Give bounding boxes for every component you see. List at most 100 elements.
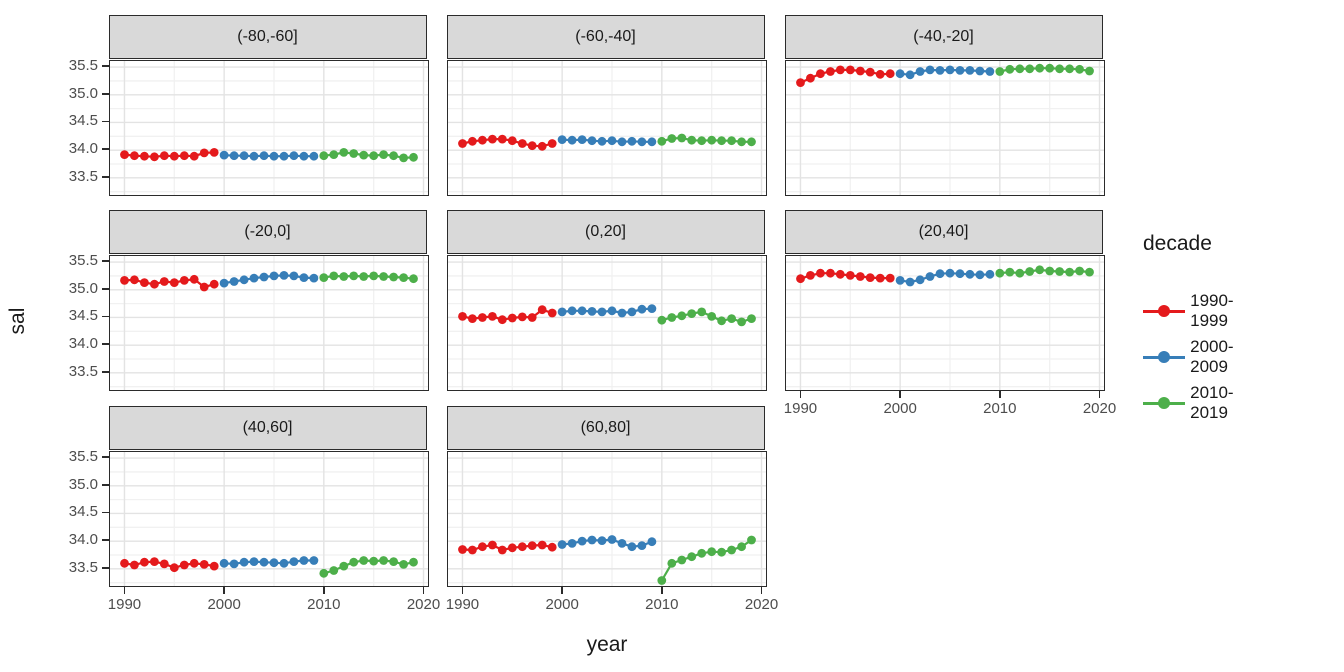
legend-entry-label: 1990-1999 — [1190, 291, 1234, 330]
data-point — [119, 276, 129, 285]
data-point — [805, 73, 815, 83]
data-point — [289, 557, 298, 566]
data-point — [338, 148, 348, 157]
data-point — [746, 137, 756, 147]
data-point — [1004, 267, 1014, 277]
data-point — [676, 311, 686, 321]
data-point — [259, 557, 268, 567]
facet-strip-label: (-20,0] — [244, 222, 291, 240]
data-point — [1034, 265, 1044, 275]
data-point — [617, 137, 626, 147]
data-point — [487, 312, 497, 321]
data-point — [199, 560, 209, 569]
facet-strip-label: (-60,-40] — [575, 27, 636, 45]
data-point — [597, 307, 606, 317]
y-tick-label: 35.5 — [68, 448, 98, 466]
facet-strip-label: (20,40] — [918, 222, 969, 240]
data-point — [905, 277, 914, 287]
data-point — [457, 312, 467, 321]
data-point — [607, 535, 616, 544]
y-tick-label: 34.0 — [68, 531, 98, 549]
data-point — [457, 545, 467, 554]
data-point — [647, 304, 656, 313]
data-point — [507, 313, 517, 323]
data-point — [239, 275, 249, 285]
data-point — [746, 314, 756, 323]
y-tick-mark — [101, 484, 109, 486]
legend-entry: 2010-2019 — [1143, 383, 1246, 422]
data-point — [408, 152, 418, 162]
y-tick-label: 33.5 — [68, 558, 98, 576]
facet-strip: (-20,0] — [108, 210, 427, 254]
y-tick-label: 33.5 — [68, 362, 98, 380]
data-point — [388, 151, 398, 161]
series-line — [561, 307, 652, 315]
y-tick-label: 34.5 — [68, 307, 98, 325]
data-point — [259, 151, 268, 161]
facet-panel — [784, 255, 1105, 391]
data-point — [577, 536, 586, 546]
data-point — [388, 272, 398, 282]
data-point — [965, 269, 974, 279]
x-tick-mark — [561, 586, 563, 594]
data-point — [189, 151, 199, 161]
data-point — [885, 273, 895, 283]
data-point — [398, 273, 408, 282]
series-line — [661, 310, 752, 324]
data-point — [795, 274, 805, 284]
series-line — [223, 154, 314, 158]
data-point — [637, 541, 646, 550]
data-point — [607, 306, 616, 316]
y-tick-label: 35.0 — [68, 84, 98, 102]
data-point — [985, 269, 994, 279]
facet-strip: (0,20] — [446, 210, 765, 254]
data-point — [736, 137, 746, 147]
data-point — [279, 151, 288, 161]
data-point — [845, 271, 855, 280]
x-tick-label: 1990 — [445, 596, 480, 613]
facet-strip-label: (0,20] — [585, 222, 626, 240]
data-point — [229, 559, 238, 569]
data-point — [527, 141, 537, 151]
data-point — [358, 150, 368, 160]
data-point — [358, 556, 368, 565]
x-tick-label: 1990 — [107, 596, 142, 613]
data-point — [825, 268, 835, 278]
data-point — [318, 151, 328, 161]
data-point — [328, 566, 338, 575]
y-tick-label: 34.5 — [68, 503, 98, 521]
series-line — [123, 151, 214, 158]
data-point — [537, 540, 547, 550]
legend-dot-icon — [1158, 350, 1170, 363]
data-point — [1064, 267, 1074, 277]
data-point — [716, 316, 726, 326]
data-point — [467, 314, 477, 323]
data-point — [328, 271, 338, 281]
data-point — [209, 561, 219, 571]
data-point — [647, 137, 656, 147]
x-tick-label: 2010 — [645, 596, 679, 613]
data-point — [219, 278, 228, 288]
x-tick-mark — [799, 390, 802, 398]
facet-panel — [108, 451, 429, 587]
series-line — [899, 68, 990, 76]
facet-panel — [446, 60, 767, 196]
facet-strip: (-80,-60] — [108, 15, 427, 59]
y-tick-mark — [101, 315, 109, 318]
series-line — [561, 138, 652, 143]
data-point — [716, 547, 726, 557]
facet-strip: (60,80] — [446, 406, 765, 450]
data-point — [517, 139, 527, 148]
series-line — [123, 278, 214, 289]
y-tick-label: 35.5 — [68, 252, 98, 270]
data-point — [328, 150, 338, 159]
data-point — [955, 66, 964, 75]
data-point — [835, 269, 845, 279]
x-tick-label: 2010 — [983, 400, 1017, 417]
data-point — [378, 556, 388, 565]
data-point — [666, 313, 676, 322]
data-point — [935, 66, 944, 75]
x-tick-mark — [899, 390, 901, 398]
data-point — [1054, 64, 1064, 74]
legend: decade 1990-1999 2000-2009 2010-2019 — [1143, 232, 1234, 422]
